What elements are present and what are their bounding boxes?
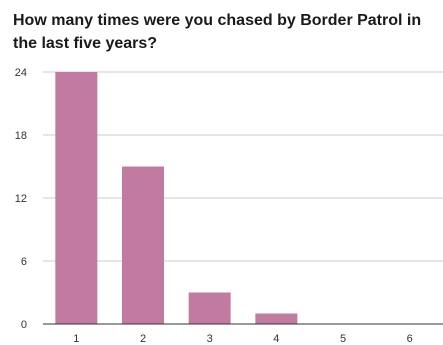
y-tick-label: 12 [15, 193, 27, 205]
x-axis-ticks: 1 2 3 4 5 6 [73, 333, 412, 345]
y-tick-label: 18 [15, 130, 27, 142]
y-tick-label: 24 [15, 67, 27, 79]
x-tick-label: 3 [207, 333, 213, 345]
bar-3 [188, 292, 231, 324]
bar-4 [255, 313, 298, 324]
x-tick-label: 5 [340, 333, 346, 345]
x-tick-label: 2 [140, 333, 146, 345]
bar-1 [55, 72, 98, 324]
y-tick-label: 6 [21, 256, 27, 268]
bar-2 [122, 166, 164, 324]
bars [55, 72, 298, 324]
x-tick-label: 6 [407, 333, 413, 345]
y-tick-label: 0 [21, 319, 27, 331]
x-tick-label: 4 [273, 333, 279, 345]
x-tick-label: 1 [73, 333, 79, 345]
gridlines [43, 71, 443, 262]
chart-title: How many times were you chased by Border… [13, 12, 422, 52]
y-axis-ticks: 0 6 12 18 24 [15, 67, 27, 331]
